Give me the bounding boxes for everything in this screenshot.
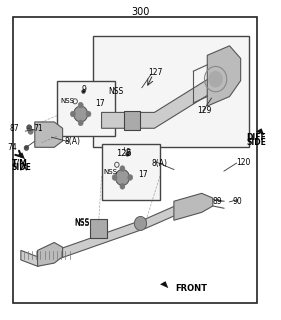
Circle shape [112,175,117,180]
Text: 87: 87 [9,124,19,133]
Text: 17: 17 [138,170,148,179]
Text: FRONT: FRONT [175,284,207,293]
Text: NSS: NSS [104,169,118,175]
Circle shape [120,166,125,172]
Circle shape [82,90,85,93]
Text: NSS: NSS [60,98,74,104]
Circle shape [115,170,129,185]
Text: 127: 127 [149,68,163,77]
Polygon shape [207,46,241,106]
Text: NSS: NSS [108,87,123,96]
Text: 74: 74 [8,143,17,152]
Polygon shape [17,152,25,159]
Circle shape [86,111,91,117]
Polygon shape [101,74,216,128]
Circle shape [28,129,33,134]
Circle shape [120,183,125,189]
Circle shape [128,175,133,180]
Circle shape [70,111,75,117]
Text: 17: 17 [95,99,105,108]
Text: 125: 125 [116,149,132,158]
Text: NSS: NSS [74,218,90,227]
Text: 8(A): 8(A) [64,137,80,146]
Circle shape [78,120,83,126]
Circle shape [126,153,129,156]
Text: 8(A): 8(A) [152,159,168,168]
Text: 300: 300 [131,7,150,18]
Circle shape [78,102,83,108]
Text: SIDE: SIDE [246,138,266,148]
Polygon shape [38,243,63,266]
Text: 90: 90 [232,197,242,206]
Polygon shape [174,193,213,220]
Circle shape [24,146,28,150]
Text: NSS: NSS [74,219,90,228]
Text: 9: 9 [126,148,130,156]
Bar [93,36,249,147]
Text: 89: 89 [212,197,222,206]
Text: DIFF: DIFF [246,133,266,142]
Polygon shape [256,128,264,135]
Text: 129: 129 [197,106,212,115]
Text: SIDE: SIDE [12,163,32,172]
Text: T/M: T/M [12,158,28,167]
Bar [101,144,160,200]
Polygon shape [160,281,168,288]
Bar [57,81,115,136]
Circle shape [134,216,147,230]
Text: 9: 9 [81,85,86,94]
Text: 71: 71 [33,124,43,133]
Bar [13,17,257,303]
Polygon shape [35,122,63,147]
Polygon shape [90,219,107,238]
Polygon shape [124,111,140,130]
Circle shape [74,106,88,122]
Circle shape [209,71,223,87]
Polygon shape [21,203,182,266]
Text: 120: 120 [236,158,251,167]
Circle shape [27,125,31,130]
